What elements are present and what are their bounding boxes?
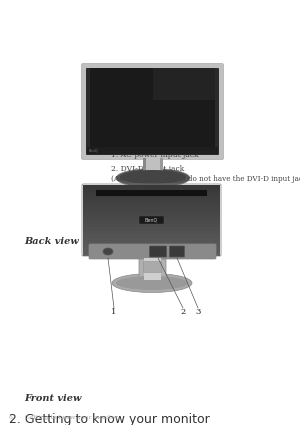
- Ellipse shape: [103, 248, 113, 255]
- Bar: [83, 192, 220, 196]
- Bar: [83, 241, 220, 245]
- Bar: [83, 206, 220, 210]
- FancyBboxPatch shape: [149, 246, 167, 257]
- Bar: [83, 248, 220, 252]
- Bar: [144, 258, 161, 280]
- Ellipse shape: [116, 168, 190, 187]
- Bar: [83, 216, 220, 221]
- Bar: [83, 213, 220, 217]
- Text: BenQ: BenQ: [145, 218, 158, 223]
- Bar: [83, 224, 220, 227]
- Text: 3. D-Sub input jack: 3. D-Sub input jack: [111, 188, 185, 196]
- Bar: [90, 68, 215, 147]
- Text: Back view: Back view: [24, 237, 79, 246]
- Bar: [83, 234, 220, 238]
- Bar: [83, 185, 220, 189]
- Bar: [83, 230, 220, 235]
- FancyBboxPatch shape: [82, 63, 224, 159]
- Text: Front view: Front view: [24, 394, 81, 403]
- Ellipse shape: [120, 170, 186, 184]
- Text: 1: 1: [111, 308, 117, 316]
- Ellipse shape: [112, 274, 192, 292]
- Bar: [83, 220, 220, 224]
- Bar: [83, 196, 220, 199]
- Bar: [83, 210, 220, 213]
- Bar: [83, 244, 220, 249]
- Text: 6      Getting to know your monitor: 6 Getting to know your monitor: [9, 415, 118, 420]
- FancyBboxPatch shape: [95, 190, 208, 196]
- Bar: [83, 252, 220, 255]
- Text: (Analog-only models do not have the DVI-D input jack): (Analog-only models do not have the DVI-…: [111, 175, 300, 183]
- Text: BenQ: BenQ: [89, 148, 98, 152]
- Text: 2. DVI-D input jack: 2. DVI-D input jack: [111, 165, 184, 173]
- Text: 2. Getting to know your monitor: 2. Getting to know your monitor: [9, 413, 210, 425]
- FancyBboxPatch shape: [139, 216, 164, 224]
- FancyBboxPatch shape: [143, 261, 161, 272]
- Text: 3: 3: [195, 308, 201, 316]
- Bar: [83, 202, 220, 207]
- Bar: [83, 199, 220, 203]
- FancyBboxPatch shape: [139, 257, 166, 281]
- Text: 2: 2: [180, 308, 186, 316]
- Bar: [143, 158, 146, 175]
- Bar: [87, 147, 218, 154]
- FancyBboxPatch shape: [169, 246, 184, 257]
- Bar: [83, 189, 220, 193]
- Bar: [146, 158, 160, 175]
- Bar: [160, 158, 163, 175]
- Bar: [83, 238, 220, 241]
- Text: 1. AC power input jack: 1. AC power input jack: [111, 151, 199, 159]
- FancyBboxPatch shape: [89, 244, 216, 259]
- Bar: [152, 68, 215, 99]
- FancyBboxPatch shape: [86, 68, 219, 155]
- Bar: [83, 227, 220, 231]
- Ellipse shape: [116, 276, 188, 290]
